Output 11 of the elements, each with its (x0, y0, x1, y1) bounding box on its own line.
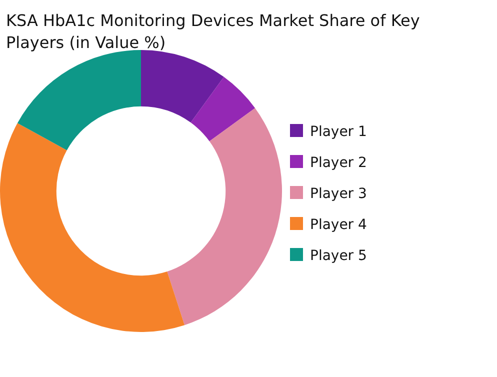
donut-slice (17, 50, 141, 150)
donut-slice (141, 50, 224, 123)
donut-slice (0, 123, 185, 332)
chart-title: KSA HbA1c Monitoring Devices Market Share of Key Players (in Value %) (6, 11, 420, 52)
donut-slice (190, 76, 256, 142)
legend-label: Player 5 (310, 248, 367, 264)
legend-label: Player 2 (310, 155, 367, 171)
legend-label: Player 1 (310, 124, 367, 140)
donut-slice (167, 108, 282, 326)
legend-label: Player 4 (310, 217, 368, 233)
legend-label: Player 3 (310, 186, 367, 202)
